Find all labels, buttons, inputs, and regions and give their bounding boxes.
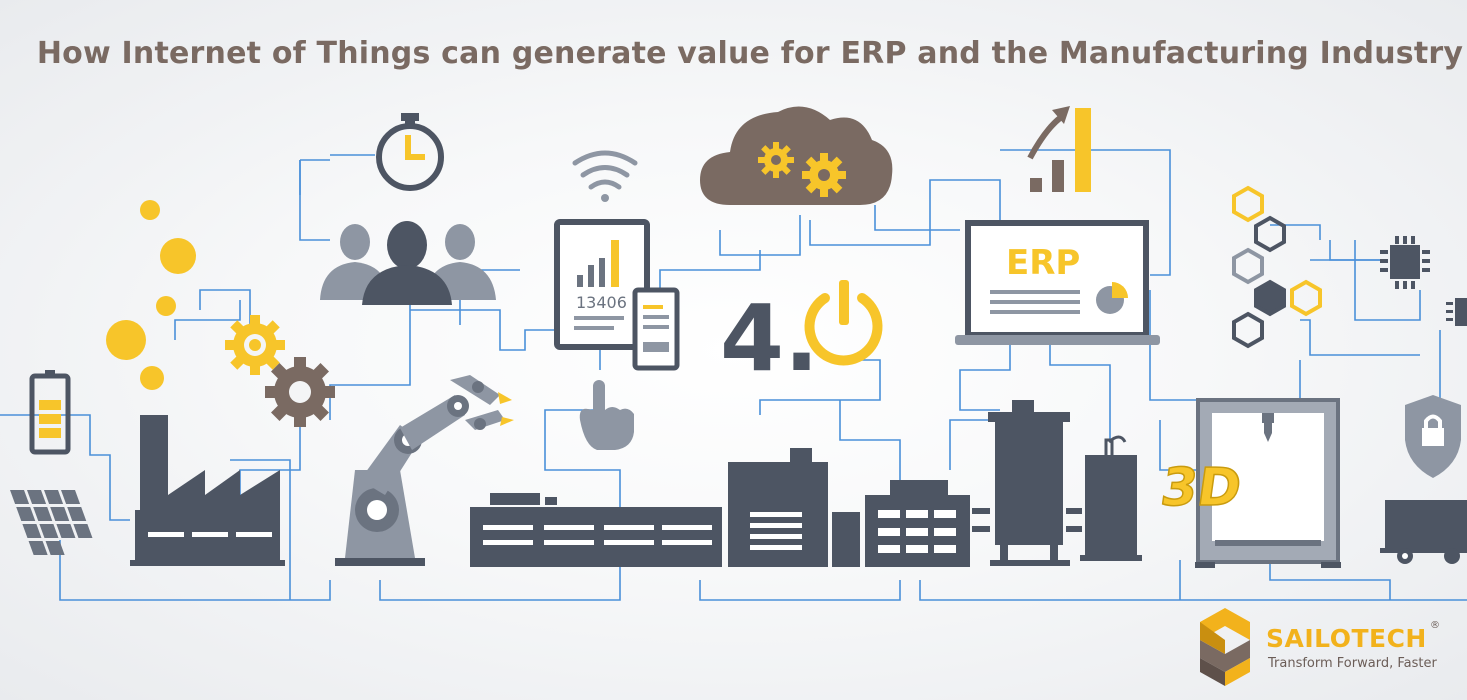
production-line [470, 400, 1142, 567]
erp-laptop-icon: ERP [955, 220, 1160, 345]
wifi-icon [572, 150, 638, 202]
circuit-wires [0, 149, 1467, 601]
lock-shield-icon [1405, 395, 1461, 478]
sailotech-logo-icon [1200, 608, 1250, 686]
chip-icon [1446, 298, 1467, 326]
gear-icon [225, 315, 285, 375]
stopwatch-icon [376, 113, 444, 191]
brand-tagline: Transform Forward, Faster [1268, 656, 1437, 671]
3d-printer-icon: 3D [1156, 398, 1341, 568]
industry-4-label: 4. [720, 285, 819, 392]
hand-pointer-icon [579, 380, 634, 450]
tablet-analytics-icon: 13406 [554, 219, 680, 371]
gear-icon [758, 142, 794, 178]
data-bubbles [106, 200, 196, 390]
registered-mark: ® [1430, 620, 1440, 631]
industry-4-icon: 4. [720, 280, 883, 392]
counter-value: 13406 [576, 293, 627, 312]
solar-panel-icon [10, 490, 93, 555]
robot-arm-icon [335, 375, 514, 566]
gear-icon [265, 357, 335, 427]
hexagon-network-icon [1232, 185, 1322, 349]
battery-icon [29, 370, 71, 455]
truck-icon [1380, 500, 1467, 564]
people-icon [320, 221, 496, 305]
growth-chart-icon [1027, 106, 1091, 192]
cloud-icon [700, 106, 893, 205]
factory-icon [130, 415, 285, 566]
erp-label: ERP [1006, 243, 1080, 283]
brand-name: SAILOTECH [1266, 624, 1427, 653]
printer-3d-label: 3D [1157, 458, 1245, 518]
page-title: How Internet of Things can generate valu… [36, 36, 1464, 71]
gear-icon [802, 153, 846, 197]
chip-icon [1380, 236, 1430, 289]
